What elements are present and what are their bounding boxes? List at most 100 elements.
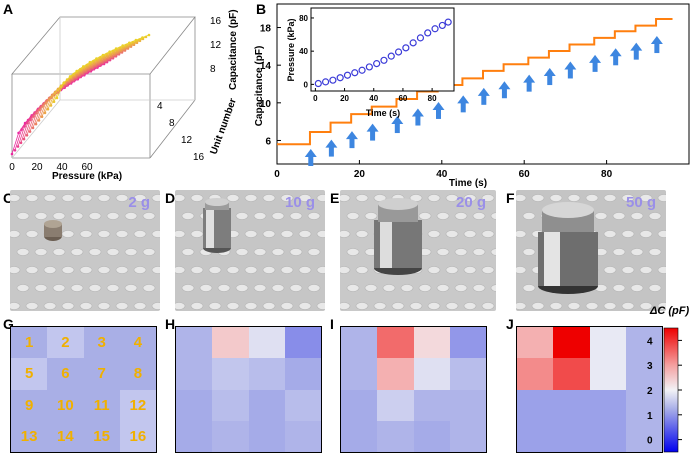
sensor-dimple: [262, 266, 276, 274]
heatmap-cell: [212, 389, 249, 421]
sensor-dimple: [175, 194, 186, 202]
b-arrow-shaft: [501, 88, 507, 99]
sensor-dimple: [445, 266, 459, 274]
b-arrow-shaft: [436, 108, 442, 119]
heatmap-cell: [449, 327, 486, 359]
sensor-dimple: [61, 302, 75, 310]
sensor-dimple: [61, 194, 75, 202]
sensor-dimple: [43, 302, 57, 310]
sensor-dimple: [181, 248, 195, 256]
sensor-dimple: [621, 230, 635, 238]
sensor-dimple: [34, 248, 48, 256]
sensor-dimple: [106, 212, 120, 220]
photo-10g: 10 g: [175, 190, 325, 311]
sensor-dimple: [226, 302, 240, 310]
a-ytick: 12: [210, 40, 222, 51]
b-xtick: 60: [519, 169, 531, 180]
sensor-dimple: [316, 230, 325, 238]
sensor-dimple: [639, 302, 653, 310]
inset-xtick: 20: [340, 94, 349, 103]
sensor-dimple: [253, 284, 267, 292]
sensor-dimple: [463, 230, 477, 238]
panel-label-b: B: [256, 1, 267, 17]
panel-label-g: G: [3, 316, 14, 332]
a-ytick: 8: [210, 64, 216, 75]
heatmap-cell: [589, 327, 626, 359]
sensor-dimple: [516, 266, 527, 274]
b-arrow-head: [304, 149, 317, 157]
heatmap-cell: [553, 420, 590, 452]
sensor-dimple: [106, 284, 120, 292]
sensor-dimple: [657, 266, 666, 274]
b-arrow-head: [411, 108, 424, 117]
a-xtick: 40: [56, 162, 68, 173]
sensor-dimple: [244, 230, 258, 238]
heatmap-cell: [517, 358, 554, 390]
heatmap-cell: [377, 358, 414, 390]
sensor-dimple: [436, 284, 450, 292]
sensor-dimple: [289, 248, 303, 256]
b-arrow-shaft: [592, 61, 598, 72]
b-arrow-head: [477, 87, 490, 96]
weight-label-50g: 50 g: [625, 194, 656, 211]
sensor-dimple: [271, 212, 285, 220]
sensor-dimple: [463, 194, 477, 202]
inset-point: [343, 71, 352, 79]
grid-cell-number: 6: [47, 358, 84, 390]
sensor-dimple: [454, 248, 468, 256]
sensor-dimple: [61, 230, 75, 238]
sensor-dimple: [639, 230, 653, 238]
sensor-dimple: [639, 266, 653, 274]
heatmap-cell: [284, 389, 321, 421]
sensor-dimple: [79, 194, 93, 202]
sensor-dimple: [516, 302, 527, 310]
sensor-dimple: [97, 302, 111, 310]
panel-label-d: D: [165, 190, 176, 206]
sensor-dimple: [307, 248, 321, 256]
weight-label-10g: 10 g: [284, 194, 315, 211]
heatmap-cell: [176, 389, 213, 421]
panel-label-i: I: [330, 316, 334, 332]
inset-point: [336, 74, 344, 82]
b-ylabel: Capacitance (pF): [254, 46, 265, 127]
sensor-dimple: [490, 284, 496, 292]
sensor-dimple: [355, 194, 369, 202]
heatmap-cell: [449, 358, 486, 390]
sensor-dimple: [427, 266, 441, 274]
b-arrow-head: [391, 116, 404, 125]
sensor-dimple: [97, 194, 111, 202]
inset-point: [424, 29, 432, 37]
heatmap-cell: [212, 420, 249, 452]
sensor-dimple: [43, 266, 57, 274]
sensor-dimple: [391, 302, 405, 310]
b-ytick: 18: [260, 24, 272, 35]
inset-ytick: 0: [304, 80, 309, 89]
sensor-dimple: [445, 302, 459, 310]
sensor-dimple: [612, 284, 626, 292]
sensor-dimple: [481, 302, 495, 310]
grid-cell-number: 10: [47, 389, 84, 421]
sensor-dimple: [52, 248, 66, 256]
sensor-dimple: [346, 212, 360, 220]
sensor-dimple: [235, 248, 249, 256]
heatmap-cell: [341, 389, 378, 421]
sensor-dimple: [585, 194, 599, 202]
a-ylabel: Capacitance (pF): [228, 9, 239, 90]
heatmap-cell: [589, 420, 626, 452]
heatmap-cell: [176, 358, 213, 390]
sensor-dimple: [79, 266, 93, 274]
heatmap-cell: [625, 420, 662, 452]
b-arrow-shaft: [349, 138, 355, 149]
b-xtick: 0: [274, 169, 280, 180]
sensor-dimple: [364, 212, 378, 220]
heatmap-cell: [553, 327, 590, 359]
heatmap-cell: [248, 327, 285, 359]
heatmap-cell: [341, 358, 378, 390]
sensor-dimple: [151, 266, 160, 274]
sensor-dimple: [516, 230, 527, 238]
sensor-dimple: [175, 230, 186, 238]
b-arrow-shaft: [567, 68, 573, 79]
sensor-dimple: [280, 230, 294, 238]
grid-cell-number: 8: [119, 358, 156, 390]
heatmap-cell: [553, 389, 590, 421]
